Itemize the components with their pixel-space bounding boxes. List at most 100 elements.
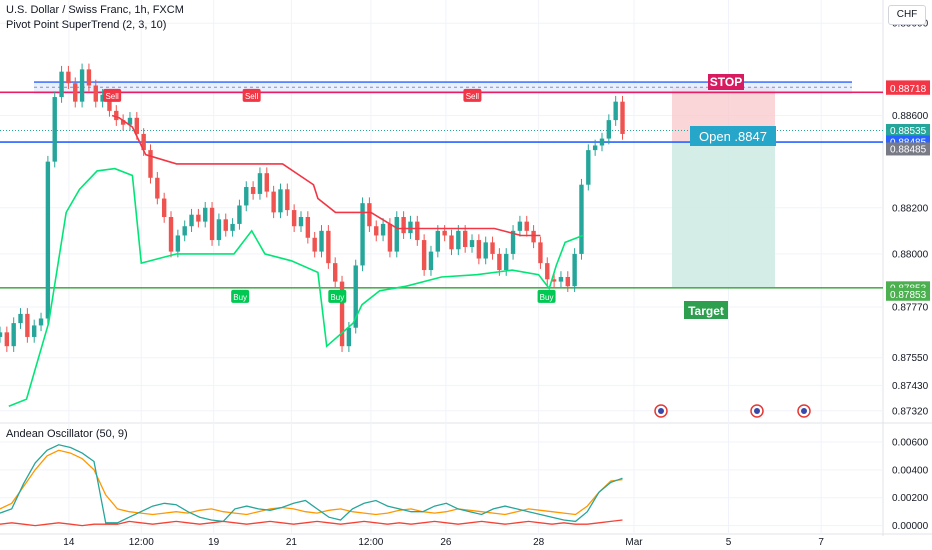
candle (606, 120, 612, 139)
candle (250, 187, 256, 194)
x-tick-label: 21 (286, 537, 298, 548)
candle (586, 150, 591, 185)
x-tick-label: 26 (440, 537, 452, 548)
candle (237, 205, 242, 224)
candle (155, 177, 160, 199)
candle (38, 318, 44, 326)
stop-label: STOP (710, 75, 742, 89)
candle (353, 265, 358, 328)
x-tick-label: 7 (818, 537, 824, 548)
candle (620, 101, 625, 134)
candle (312, 237, 317, 252)
candle (45, 161, 51, 319)
candle (497, 253, 502, 271)
candle (483, 242, 488, 259)
candle (18, 313, 23, 324)
candle (545, 263, 550, 280)
candle (442, 230, 447, 236)
candle (161, 198, 167, 217)
candle (223, 219, 228, 231)
candle (326, 230, 331, 264)
candle (333, 263, 338, 282)
candle (504, 253, 509, 271)
y-tick-label: 0.88000 (892, 249, 929, 260)
price-axis-tag (886, 142, 930, 156)
candle (175, 235, 181, 252)
price-axis-tag-label: 0.88535 (890, 126, 927, 137)
symbol-title[interactable]: U.S. Dollar / Swiss Franc, 1h, FXCM (6, 4, 184, 16)
osc-y-tick-label: 0.00600 (892, 437, 929, 448)
x-tick-label: 14 (63, 537, 75, 548)
price-axis-tag-label: 0.88718 (890, 84, 927, 95)
candle (387, 223, 393, 252)
candle (558, 276, 564, 282)
candle (203, 207, 208, 222)
sell-signal (463, 88, 482, 102)
target-label-box (684, 301, 728, 319)
andean-indicator-label[interactable]: Andean Oscillator (50, 9) (6, 428, 128, 440)
event-flag-icon-dot (801, 408, 807, 414)
price-axis-tag (886, 123, 930, 137)
candle (613, 101, 618, 121)
candle (565, 276, 570, 287)
target-zone (672, 142, 775, 288)
candle (551, 279, 557, 282)
buy-signal-label: Buy (233, 293, 247, 302)
candle (141, 133, 146, 151)
candle (73, 83, 78, 102)
entry-label: Open .8847 (699, 129, 767, 144)
candle (524, 221, 529, 231)
candle (107, 94, 112, 111)
candle (100, 94, 105, 102)
candle (120, 120, 126, 125)
osc-series-0 (0, 449, 623, 516)
candle (428, 251, 434, 271)
candle (66, 71, 71, 84)
x-tick-label: 12:00 (129, 537, 154, 548)
candle (79, 69, 85, 102)
candle (4, 332, 10, 347)
candle (305, 217, 311, 238)
x-tick-label: 5 (726, 537, 732, 548)
candle (127, 117, 133, 125)
currency-selector[interactable]: CHF (888, 5, 926, 25)
supertrend-indicator-label[interactable]: Pivot Point SuperTrend (2, 3, 10) (6, 19, 167, 31)
candle (469, 240, 475, 247)
candle (319, 230, 324, 252)
candle (517, 221, 523, 231)
price-axis-tag (886, 81, 930, 95)
candle (230, 223, 235, 231)
buy-signal (537, 289, 556, 303)
candle (298, 217, 304, 227)
candle (271, 191, 276, 213)
candle (93, 85, 98, 102)
candle (538, 242, 543, 264)
supertrend-bear-line (111, 114, 541, 237)
x-tick-label: 28 (533, 537, 545, 548)
sell-signal (242, 88, 261, 102)
y-tick-label: 0.87770 (892, 302, 929, 313)
candle (168, 217, 174, 252)
candle (25, 313, 30, 337)
candle (421, 240, 427, 271)
candle (339, 281, 345, 347)
buy-signal-label: Buy (540, 293, 554, 302)
candle (531, 230, 536, 243)
candle (476, 240, 482, 259)
candle (59, 71, 64, 98)
candle (216, 219, 222, 241)
candle (189, 214, 194, 227)
candle (367, 203, 372, 227)
event-flag-icon-dot (754, 408, 760, 414)
candle (510, 230, 516, 254)
candle (209, 207, 215, 241)
candle (86, 69, 92, 86)
candle (291, 210, 297, 227)
y-tick-label: 0.88200 (892, 203, 929, 214)
candle (264, 173, 269, 192)
x-tick-label: 19 (208, 537, 220, 548)
y-tick-label: 0.88600 (892, 111, 929, 122)
event-flag-icon-dot (658, 408, 664, 414)
candle (490, 242, 495, 254)
candle (114, 110, 119, 121)
